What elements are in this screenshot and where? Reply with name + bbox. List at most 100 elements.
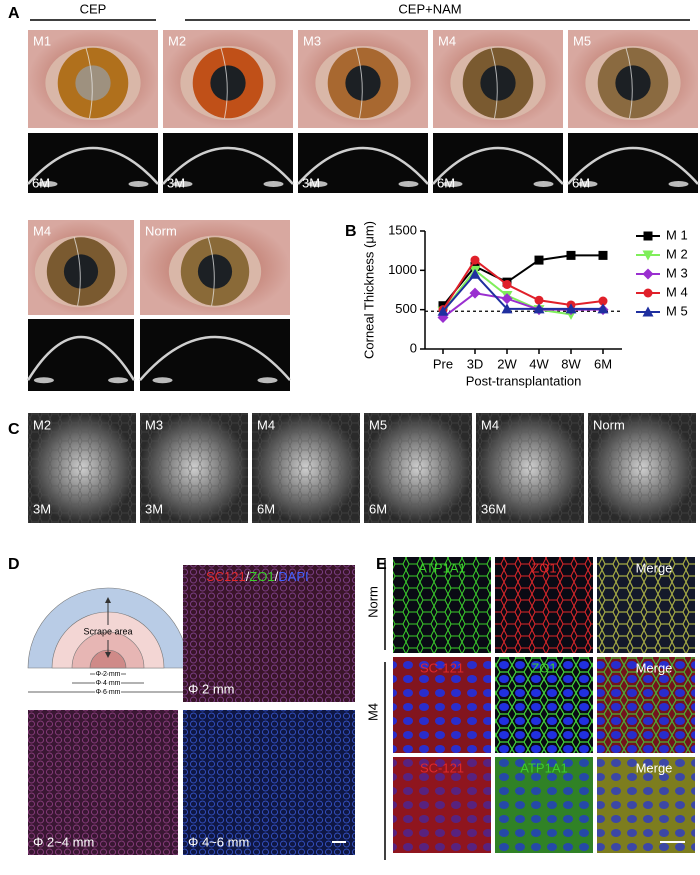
scrape-label: Scrape area [83,626,132,636]
image-label: M5 [369,417,387,432]
data-point [565,303,577,314]
data-point [533,303,545,314]
diameter-label: Φ 2 mm [95,671,120,678]
image-label: M3 [145,417,163,432]
photo-label: Norm [145,223,177,238]
time-label: 3M [145,501,163,516]
fluorescence-layer [495,757,593,853]
fluorescence-layer [28,710,178,855]
fluorescence-layer [597,657,695,753]
reflection [490,47,498,119]
reflection [73,237,81,306]
photo-label: M4 [438,33,456,48]
y-tick-label: 0 [410,340,417,355]
oct-lens [172,181,193,187]
pupil [210,65,246,101]
image-label: Norm [593,417,625,432]
x-tick-label: 2W [497,356,517,371]
confocal-cells [476,413,584,523]
oct-label: 6M [572,175,590,190]
reflection [85,47,93,119]
x-tick-label: 4W [529,356,549,371]
data-point [566,250,576,260]
fluorescence-layer [183,710,355,855]
legend-label: M 5 [666,303,688,318]
group-label: CEP+NAM [398,1,461,16]
stain-label: SC121/ZO1/DAPI [206,569,309,584]
channel-label: SC-121 [420,760,464,775]
image-label: M4 [481,417,499,432]
legend-label: M 3 [666,265,688,280]
data-point [501,293,513,305]
confocal-cells [588,413,696,523]
oct-lens [128,181,149,187]
y-axis-label: Corneal Thickness (μm) [361,221,376,359]
fluorescence-layer [597,757,695,853]
fluorescence-layer [495,657,593,753]
oct-lens [152,377,173,384]
legend-marker [642,250,654,261]
y-tick-label: 1000 [388,262,417,277]
legend-marker [643,288,653,298]
arrow-head [105,597,111,603]
x-tick-label: 6M [594,356,612,371]
channel-label: SC-121 [420,660,464,675]
panel-letter: C [8,421,20,438]
oct-lens [398,181,419,187]
oct-label: 3M [167,175,185,190]
y-tick-label: 500 [395,301,417,316]
oct-cornea [27,146,159,185]
oct-cornea [139,335,291,382]
oct-lens [33,377,54,384]
photo-label: M4 [33,223,51,238]
channel-label: ATP1A1 [418,560,465,575]
confocal-cells [364,413,472,523]
legend-marker [643,231,653,241]
panel-letter: E [376,556,387,573]
reflection [220,47,228,119]
oct-lens [533,181,554,187]
legend-marker [642,268,654,280]
oct-lens [577,181,598,187]
x-axis-label: Post-transplantation [466,373,582,388]
stain-part: / [246,569,250,584]
group-label: M4 [365,703,380,721]
channel-label: ATP1A1 [520,760,567,775]
fluorescence-layer [393,757,491,853]
x-tick-label: 8W [561,356,581,371]
data-point [502,279,512,289]
oct-lens [108,377,129,384]
channel-label: Merge [636,760,673,775]
legend-marker [642,306,654,317]
data-point [469,268,481,279]
data-point [469,287,481,299]
x-tick-label: 3D [467,356,484,371]
oct-lens [37,181,58,187]
fluorescence-layer [597,557,695,653]
oct-label: 6M [32,175,50,190]
image-label: Φ 2~4 mm [33,834,94,849]
fluorescence-layer [495,557,593,653]
oct-cornea [162,146,294,185]
oct-cornea [432,146,564,185]
panel-letter: D [8,556,20,573]
pupil [75,65,111,101]
group-label: Norm [365,586,380,618]
oct-cornea [26,335,136,381]
panel-letter: B [345,223,357,240]
diameter-label: Φ 6 mm [95,689,120,696]
channel-label: Merge [636,660,673,675]
oct-lens [668,181,689,187]
photo-label: M2 [168,33,186,48]
image-label: M4 [257,417,275,432]
channel-label: ZO1 [531,660,556,675]
oct-cornea [297,146,429,185]
time-label: 6M [257,501,275,516]
stain-part: SC121 [206,569,246,584]
y-tick-label: 1500 [388,222,417,237]
channel-label: Merge [636,560,673,575]
x-tick-label: Pre [433,356,453,371]
scrape-zone [89,649,127,669]
data-point [470,255,480,265]
channel-label: ZO1 [531,560,556,575]
